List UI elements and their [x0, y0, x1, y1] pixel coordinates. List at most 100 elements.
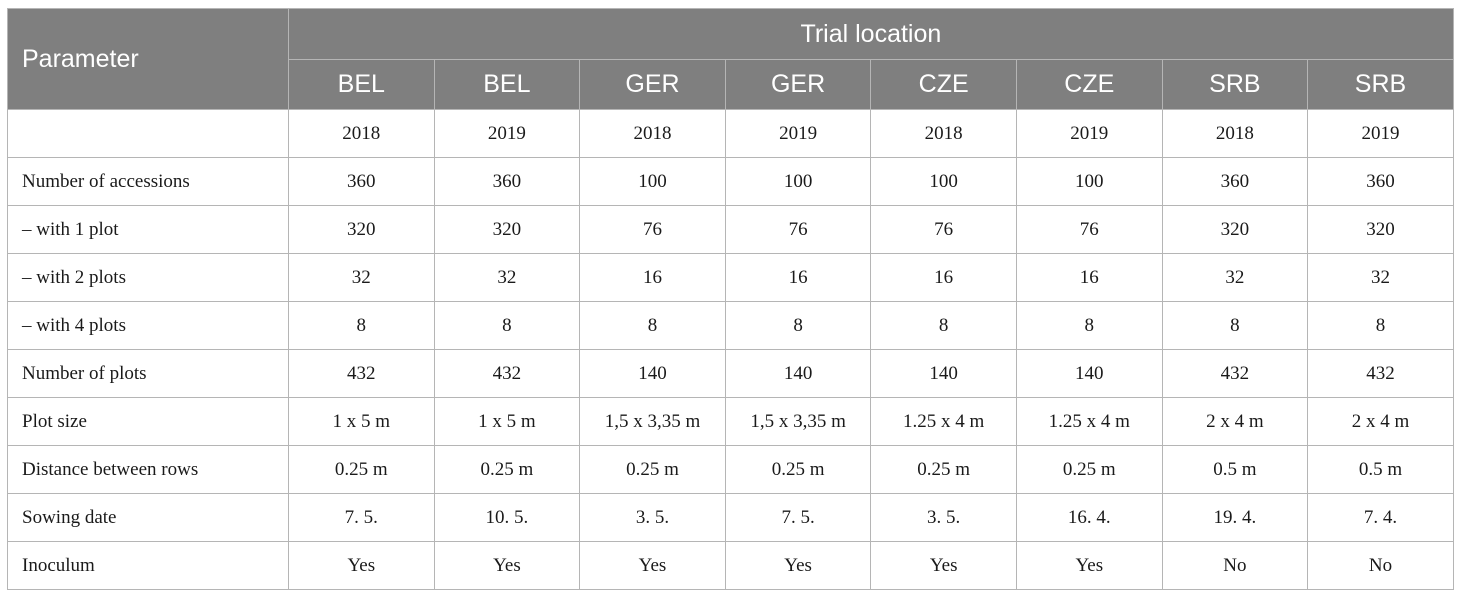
table-cell: 0.25 m: [288, 445, 435, 494]
row-label: Distance between rows: [7, 445, 289, 494]
row-label: – with 1 plot: [7, 205, 289, 254]
table-cell: 2019: [724, 109, 872, 158]
table-cell: 3. 5.: [870, 493, 1017, 542]
table-cell: Yes: [724, 541, 872, 590]
row-label: – with 2 plots: [7, 253, 289, 302]
table-cell: 140: [870, 349, 1017, 398]
table-cell: 8: [1161, 301, 1309, 350]
table-cell: 8: [288, 301, 435, 350]
table-cell: 2019: [1015, 109, 1163, 158]
table-cell: 8: [1015, 301, 1163, 350]
row-label: [7, 109, 289, 158]
table-cell: 2019: [433, 109, 581, 158]
table-cell: 7. 5.: [724, 493, 872, 542]
table-cell: 360: [288, 157, 435, 206]
table-cell: 7. 5.: [288, 493, 435, 542]
table-cell: 16: [724, 253, 872, 302]
table-cell: 100: [724, 157, 872, 206]
header-location: GER: [579, 59, 726, 110]
table-cell: 0.25 m: [870, 445, 1017, 494]
table-row: – with 2 plots 32 32 16 16 16 16 32 32: [7, 253, 1454, 302]
table-cell: 1,5 x 3,35 m: [724, 397, 872, 446]
table-cell: 76: [579, 205, 726, 254]
header-location: BEL: [433, 59, 581, 110]
table-cell: 140: [579, 349, 726, 398]
table-cell: 1,5 x 3,35 m: [579, 397, 726, 446]
row-label: Plot size: [7, 397, 289, 446]
table-cell: 360: [1161, 157, 1309, 206]
row-label: Number of plots: [7, 349, 289, 398]
table-cell: 2019: [1307, 109, 1454, 158]
table-cell: 0.25 m: [433, 445, 581, 494]
row-label: Number of accessions: [7, 157, 289, 206]
table-cell: 3. 5.: [579, 493, 726, 542]
table-row: Number of plots 432 432 140 140 140 140 432 432: [7, 349, 1454, 398]
table-cell: 0.5 m: [1161, 445, 1309, 494]
table-cell: 320: [1161, 205, 1309, 254]
table-cell: 16: [870, 253, 1017, 302]
table-cell: 100: [579, 157, 726, 206]
table-cell: No: [1161, 541, 1309, 590]
table-cell: 0.25 m: [724, 445, 872, 494]
table-cell: 8: [870, 301, 1017, 350]
table-cell: Yes: [288, 541, 435, 590]
table-container: Parameter Trial location BEL BEL GER GER…: [7, 8, 1454, 590]
table-cell: Yes: [579, 541, 726, 590]
table-cell: 100: [870, 157, 1017, 206]
table-cell: 432: [1161, 349, 1309, 398]
table-cell: 8: [724, 301, 872, 350]
table-cell: 2 x 4 m: [1161, 397, 1309, 446]
table-cell: 16: [579, 253, 726, 302]
header-location: GER: [724, 59, 872, 110]
table-cell: 1.25 x 4 m: [870, 397, 1017, 446]
table-cell: 32: [1161, 253, 1309, 302]
table-cell: 0.5 m: [1307, 445, 1454, 494]
table-cell: 432: [1307, 349, 1454, 398]
table-cell: 360: [1307, 157, 1454, 206]
table-cell: 16: [1015, 253, 1163, 302]
table-cell: 432: [433, 349, 581, 398]
table-cell: 8: [579, 301, 726, 350]
table-cell: 7. 4.: [1307, 493, 1454, 542]
table-cell: 32: [433, 253, 581, 302]
table-cell: 10. 5.: [433, 493, 581, 542]
table-cell: 1 x 5 m: [433, 397, 581, 446]
table-row: Sowing date 7. 5. 10. 5. 3. 5. 7. 5. 3. 5. 16.…: [7, 493, 1454, 542]
table-cell: 100: [1015, 157, 1163, 206]
header-row-locations: BEL BEL GER GER CZE CZE SRB SRB: [8, 59, 1454, 110]
header-location: SRB: [1307, 59, 1454, 110]
table-cell: 0.25 m: [579, 445, 726, 494]
header-location: CZE: [870, 59, 1017, 110]
table-row: 2018 2019 2018 2019 2018 2019 2018 2019: [7, 109, 1454, 158]
table-cell: Yes: [870, 541, 1017, 590]
table-cell: 1.25 x 4 m: [1015, 397, 1163, 446]
table-cell: 432: [288, 349, 435, 398]
table-cell: 140: [1015, 349, 1163, 398]
header-location: BEL: [288, 59, 435, 110]
header-parameter: Parameter: [7, 8, 289, 110]
table-cell: 8: [1307, 301, 1454, 350]
header-row-top: Parameter Trial location: [7, 8, 1454, 110]
table-cell: Yes: [433, 541, 581, 590]
trial-table: Parameter Trial location BEL BEL GER GER…: [7, 8, 1454, 590]
table-cell: 2018: [870, 109, 1017, 158]
table-cell: 0.25 m: [1015, 445, 1163, 494]
table-cell: 76: [1015, 205, 1163, 254]
header-location: CZE: [1015, 59, 1163, 110]
table-cell: 2 x 4 m: [1307, 397, 1454, 446]
row-label: – with 4 plots: [7, 301, 289, 350]
table-cell: Yes: [1015, 541, 1163, 590]
table-cell: 19. 4.: [1161, 493, 1309, 542]
table-header: Parameter Trial location BEL BEL GER GER…: [7, 8, 1454, 110]
header-trial-location: Trial location: [288, 8, 1454, 60]
table-cell: 76: [870, 205, 1017, 254]
table-cell: 2018: [288, 109, 435, 158]
row-label: Sowing date: [7, 493, 289, 542]
table-cell: 360: [433, 157, 581, 206]
header-location: SRB: [1161, 59, 1309, 110]
table-body: 2018 2019 2018 2019 2018 2019 2018 2019 Number o…: [7, 109, 1454, 590]
table-row: Inoculum Yes Yes Yes Yes Yes Yes No No: [7, 541, 1454, 590]
table-cell: 8: [433, 301, 581, 350]
